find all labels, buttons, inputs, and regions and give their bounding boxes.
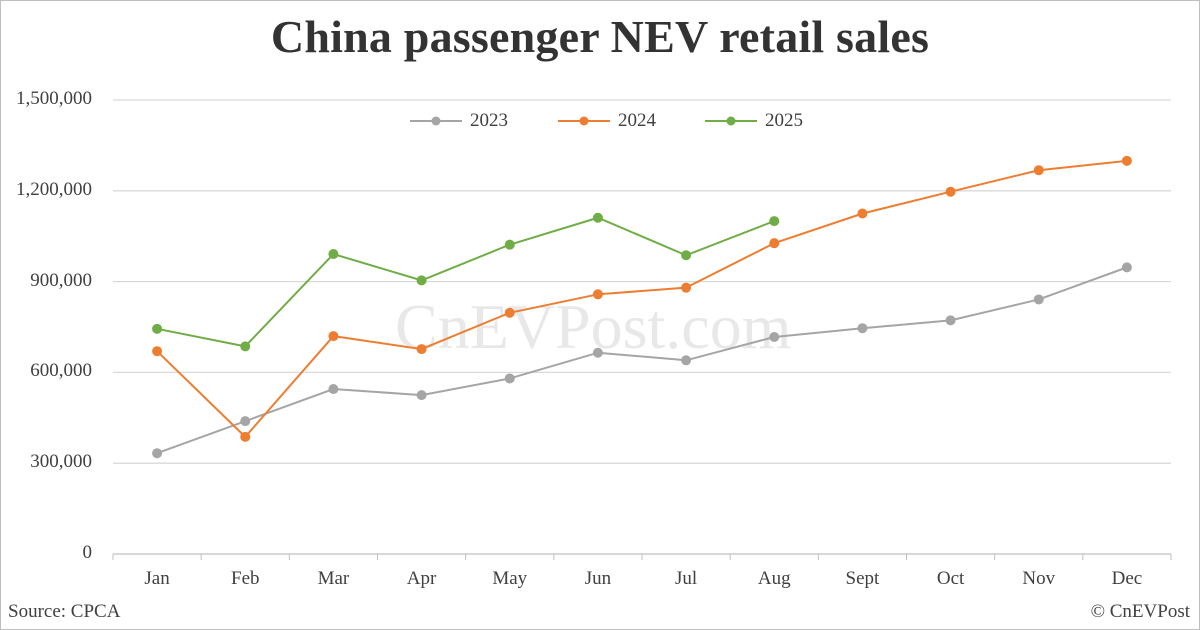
x-tick-label: Apr: [406, 568, 437, 589]
y-tick-label: 0: [82, 542, 93, 563]
x-tick-label: Feb: [231, 568, 260, 589]
data-point-2023: [152, 448, 163, 459]
legend-item-2023: 2023: [410, 110, 508, 132]
chart-title: China passenger NEV retail sales: [270, 11, 930, 62]
legend-marker-2024: [558, 116, 610, 126]
data-point-2024: [945, 186, 956, 197]
x-tick-label: May: [492, 568, 528, 589]
data-point-2023: [328, 384, 339, 395]
y-tick-label: 1,500,000: [16, 88, 92, 109]
x-tick-label: Dec: [1111, 568, 1143, 589]
x-tick-label: Jul: [674, 568, 698, 589]
data-point-2023: [1121, 262, 1132, 273]
legend-item-2025: 2025: [705, 110, 803, 132]
data-point-2023: [857, 323, 868, 334]
x-tick-label: Oct: [936, 568, 965, 589]
x-tick-label: Aug: [757, 568, 791, 589]
data-point-2025: [504, 239, 515, 250]
x-tick-label: Mar: [317, 568, 350, 589]
data-point-2023: [945, 315, 956, 326]
x-tick-label: Sept: [845, 568, 880, 589]
data-point-2024: [328, 331, 339, 342]
copyright-note: © CnEVPost: [1090, 601, 1190, 622]
y-tick-label: 900,000: [30, 269, 92, 291]
data-point-2025: [769, 216, 780, 227]
y-tick-label: 600,000: [30, 360, 92, 382]
x-tick-label: Nov: [1022, 568, 1056, 589]
y-tick-label: 1,200,000: [16, 178, 92, 200]
legend-label: 2024: [618, 110, 656, 131]
data-point-2024: [504, 307, 515, 318]
data-point-2023: [1033, 294, 1044, 305]
data-point-2024: [1121, 155, 1132, 166]
x-tick-label: Jun: [584, 568, 612, 589]
source-note: Source: CPCA: [8, 601, 121, 622]
data-point-2023: [240, 416, 251, 427]
legend-marker-2023: [410, 116, 462, 126]
data-point-2025: [328, 249, 339, 260]
data-point-2025: [152, 323, 163, 334]
data-point-2024: [857, 208, 868, 219]
data-point-2023: [504, 373, 515, 384]
legend: 2023 2024 2025: [0, 110, 1200, 140]
data-point-2023: [416, 390, 427, 401]
data-point-2025: [592, 212, 603, 223]
series-line-2024: [156, 159, 1128, 439]
data-point-2024: [416, 344, 427, 355]
data-point-2025: [416, 275, 427, 286]
data-point-2023: [681, 355, 692, 366]
data-point-2025: [240, 341, 251, 352]
series-line-2025: [156, 216, 775, 348]
data-point-2024: [152, 346, 163, 357]
data-point-2024: [592, 289, 603, 300]
x-tick-label: Jan: [144, 568, 170, 589]
legend-item-2024: 2024: [558, 110, 656, 132]
data-point-2024: [1033, 165, 1044, 176]
y-tick-label: 300,000: [30, 451, 92, 473]
data-point-2024: [769, 238, 780, 249]
legend-label: 2025: [765, 110, 803, 131]
data-point-2024: [681, 282, 692, 293]
data-point-2025: [681, 250, 692, 261]
series-line-2023: [156, 266, 1128, 455]
data-point-2023: [769, 331, 780, 342]
data-point-2024: [240, 431, 251, 442]
data-point-2023: [592, 347, 603, 358]
legend-marker-2025: [705, 116, 757, 126]
legend-label: 2023: [470, 110, 508, 131]
